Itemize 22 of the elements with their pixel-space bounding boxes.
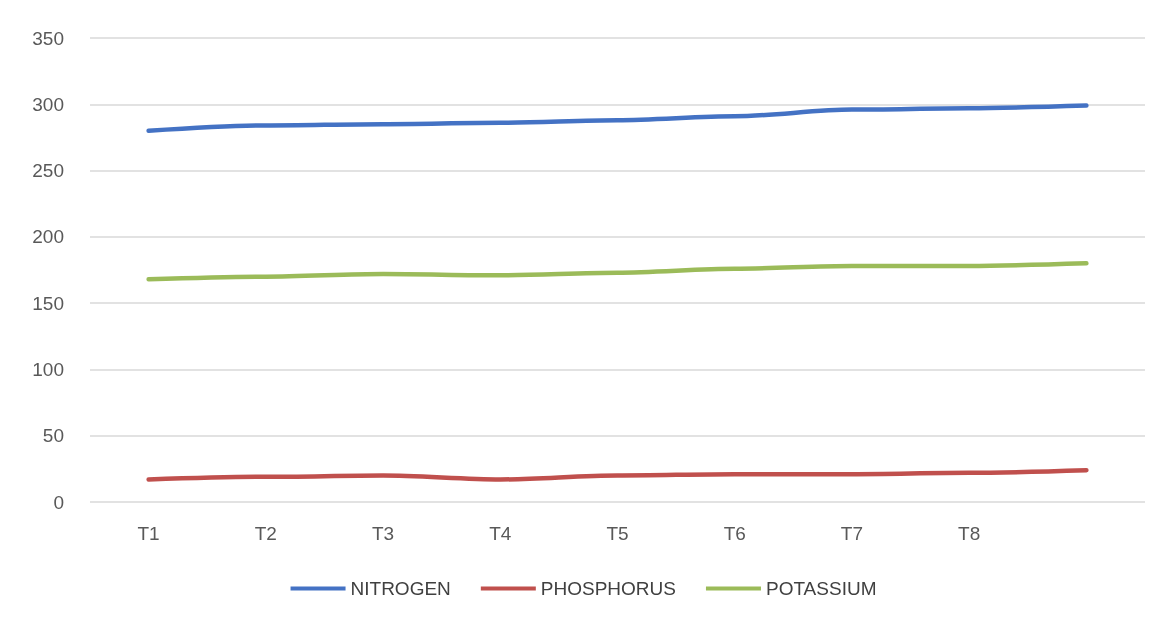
line-series [146,467,1089,482]
line-series [146,261,1089,282]
legend-label: PHOSPHORUS [540,578,676,599]
y-tick-label: 300 [32,93,64,115]
y-tick-label: 250 [32,160,64,182]
y-tick-label: 350 [32,27,64,49]
x-tick-label: T3 [371,523,395,544]
y-tick-label: 150 [32,292,64,314]
x-tick-label: T4 [489,523,512,544]
x-tick-label: T5 [606,523,629,544]
y-tick-label: 200 [32,226,64,248]
legend-label: POTASSIUM [765,578,877,599]
legend-label: NITROGEN [350,578,451,599]
x-tick-label: T6 [723,523,746,544]
y-tick-label: 100 [32,358,64,380]
x-tick-label: T8 [958,523,981,544]
x-tick-label: T1 [137,523,160,544]
x-tick-label: T7 [840,523,864,544]
line-series [146,103,1089,134]
y-tick-label: 50 [42,425,64,447]
y-tick-label: 0 [53,491,64,513]
x-tick-label: T2 [254,523,277,544]
